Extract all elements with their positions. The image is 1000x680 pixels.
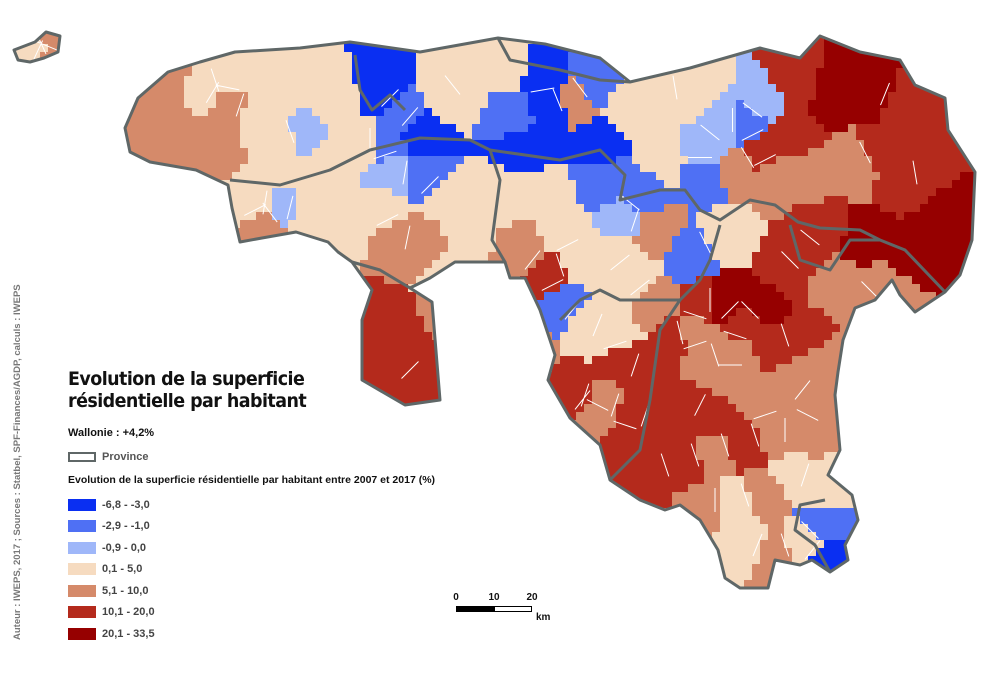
scale-tick-0: 0 [453, 592, 459, 603]
legend-label: -0,9 - 0,0 [102, 541, 147, 554]
legend-item: 5,1 - 10,0 [68, 580, 155, 602]
province-boundary [229, 136, 507, 263]
scale-tick-10: 10 [488, 592, 500, 603]
scale-tick-20: 20 [526, 592, 538, 603]
map-title: Evolution de la superficie résidentielle… [68, 368, 344, 412]
legend-swatch [68, 498, 96, 511]
wallonie-average: Wallonie : +4,2% [68, 427, 155, 439]
province-boundary [608, 224, 722, 482]
province-boundary [351, 260, 411, 290]
legend-label: 10,1 - 20,0 [102, 606, 155, 619]
province-boundary [788, 224, 880, 272]
municipality-boundaries [31, 32, 918, 560]
region-outline [123, 34, 977, 590]
province-boundary [793, 498, 832, 573]
municipality-class-area [272, 44, 784, 236]
legend-swatch [68, 606, 96, 619]
legend: -6,8 - -3,0 -2,9 - -1,0 -0,9 - 0,0 0,1 -… [68, 494, 155, 645]
province-boundary [489, 148, 947, 294]
legend-item: -2,9 - -1,0 [68, 516, 155, 538]
legend-swatch [68, 584, 96, 597]
legend-label: 0,1 - 5,0 [102, 563, 143, 576]
legend-swatch [68, 541, 96, 554]
legend-heading: Evolution de la superficie résidentielle… [68, 474, 436, 486]
source-credit: Auteur : IWEPS, 2017 ; Sources : Statbel… [12, 284, 23, 640]
region-outline [12, 30, 62, 64]
municipality-class-area [14, 32, 975, 588]
legend-swatch [68, 627, 96, 640]
legend-item: 20,1 - 33,5 [68, 623, 155, 645]
legend-swatch [68, 563, 96, 576]
province-swatch [68, 452, 96, 462]
legend-item: 10,1 - 20,0 [68, 602, 155, 624]
legend-label: 20,1 - 33,5 [102, 627, 155, 640]
scale-segment-black [456, 606, 494, 612]
municipality-class-area [712, 32, 975, 340]
municipality-class-area [376, 32, 975, 540]
legend-label: 5,1 - 10,0 [102, 584, 149, 597]
scale-segment-white [494, 606, 532, 612]
legend-label: -6,8 - -3,0 [102, 498, 150, 511]
legend-label: -2,9 - -1,0 [102, 520, 150, 533]
province-boundary [353, 54, 407, 112]
scale-unit: km [536, 612, 551, 623]
scale-bar: 0 10 20 km [452, 592, 562, 626]
legend-swatch [68, 520, 96, 533]
province-legend-label: Province [102, 451, 149, 463]
legend-item: 0,1 - 5,0 [68, 559, 155, 581]
municipality-class-area [344, 32, 975, 588]
province-boundary [558, 288, 680, 322]
map-title-line2: résidentielle par habitant [68, 390, 307, 412]
legend-item: -0,9 - 0,0 [68, 537, 155, 559]
legend-item: -6,8 - -3,0 [68, 494, 155, 516]
province-boundaries [12, 30, 977, 590]
province-boundary [496, 37, 631, 84]
map-title-line1: Evolution de la superficie [68, 368, 305, 390]
province-legend: Province [68, 450, 148, 464]
